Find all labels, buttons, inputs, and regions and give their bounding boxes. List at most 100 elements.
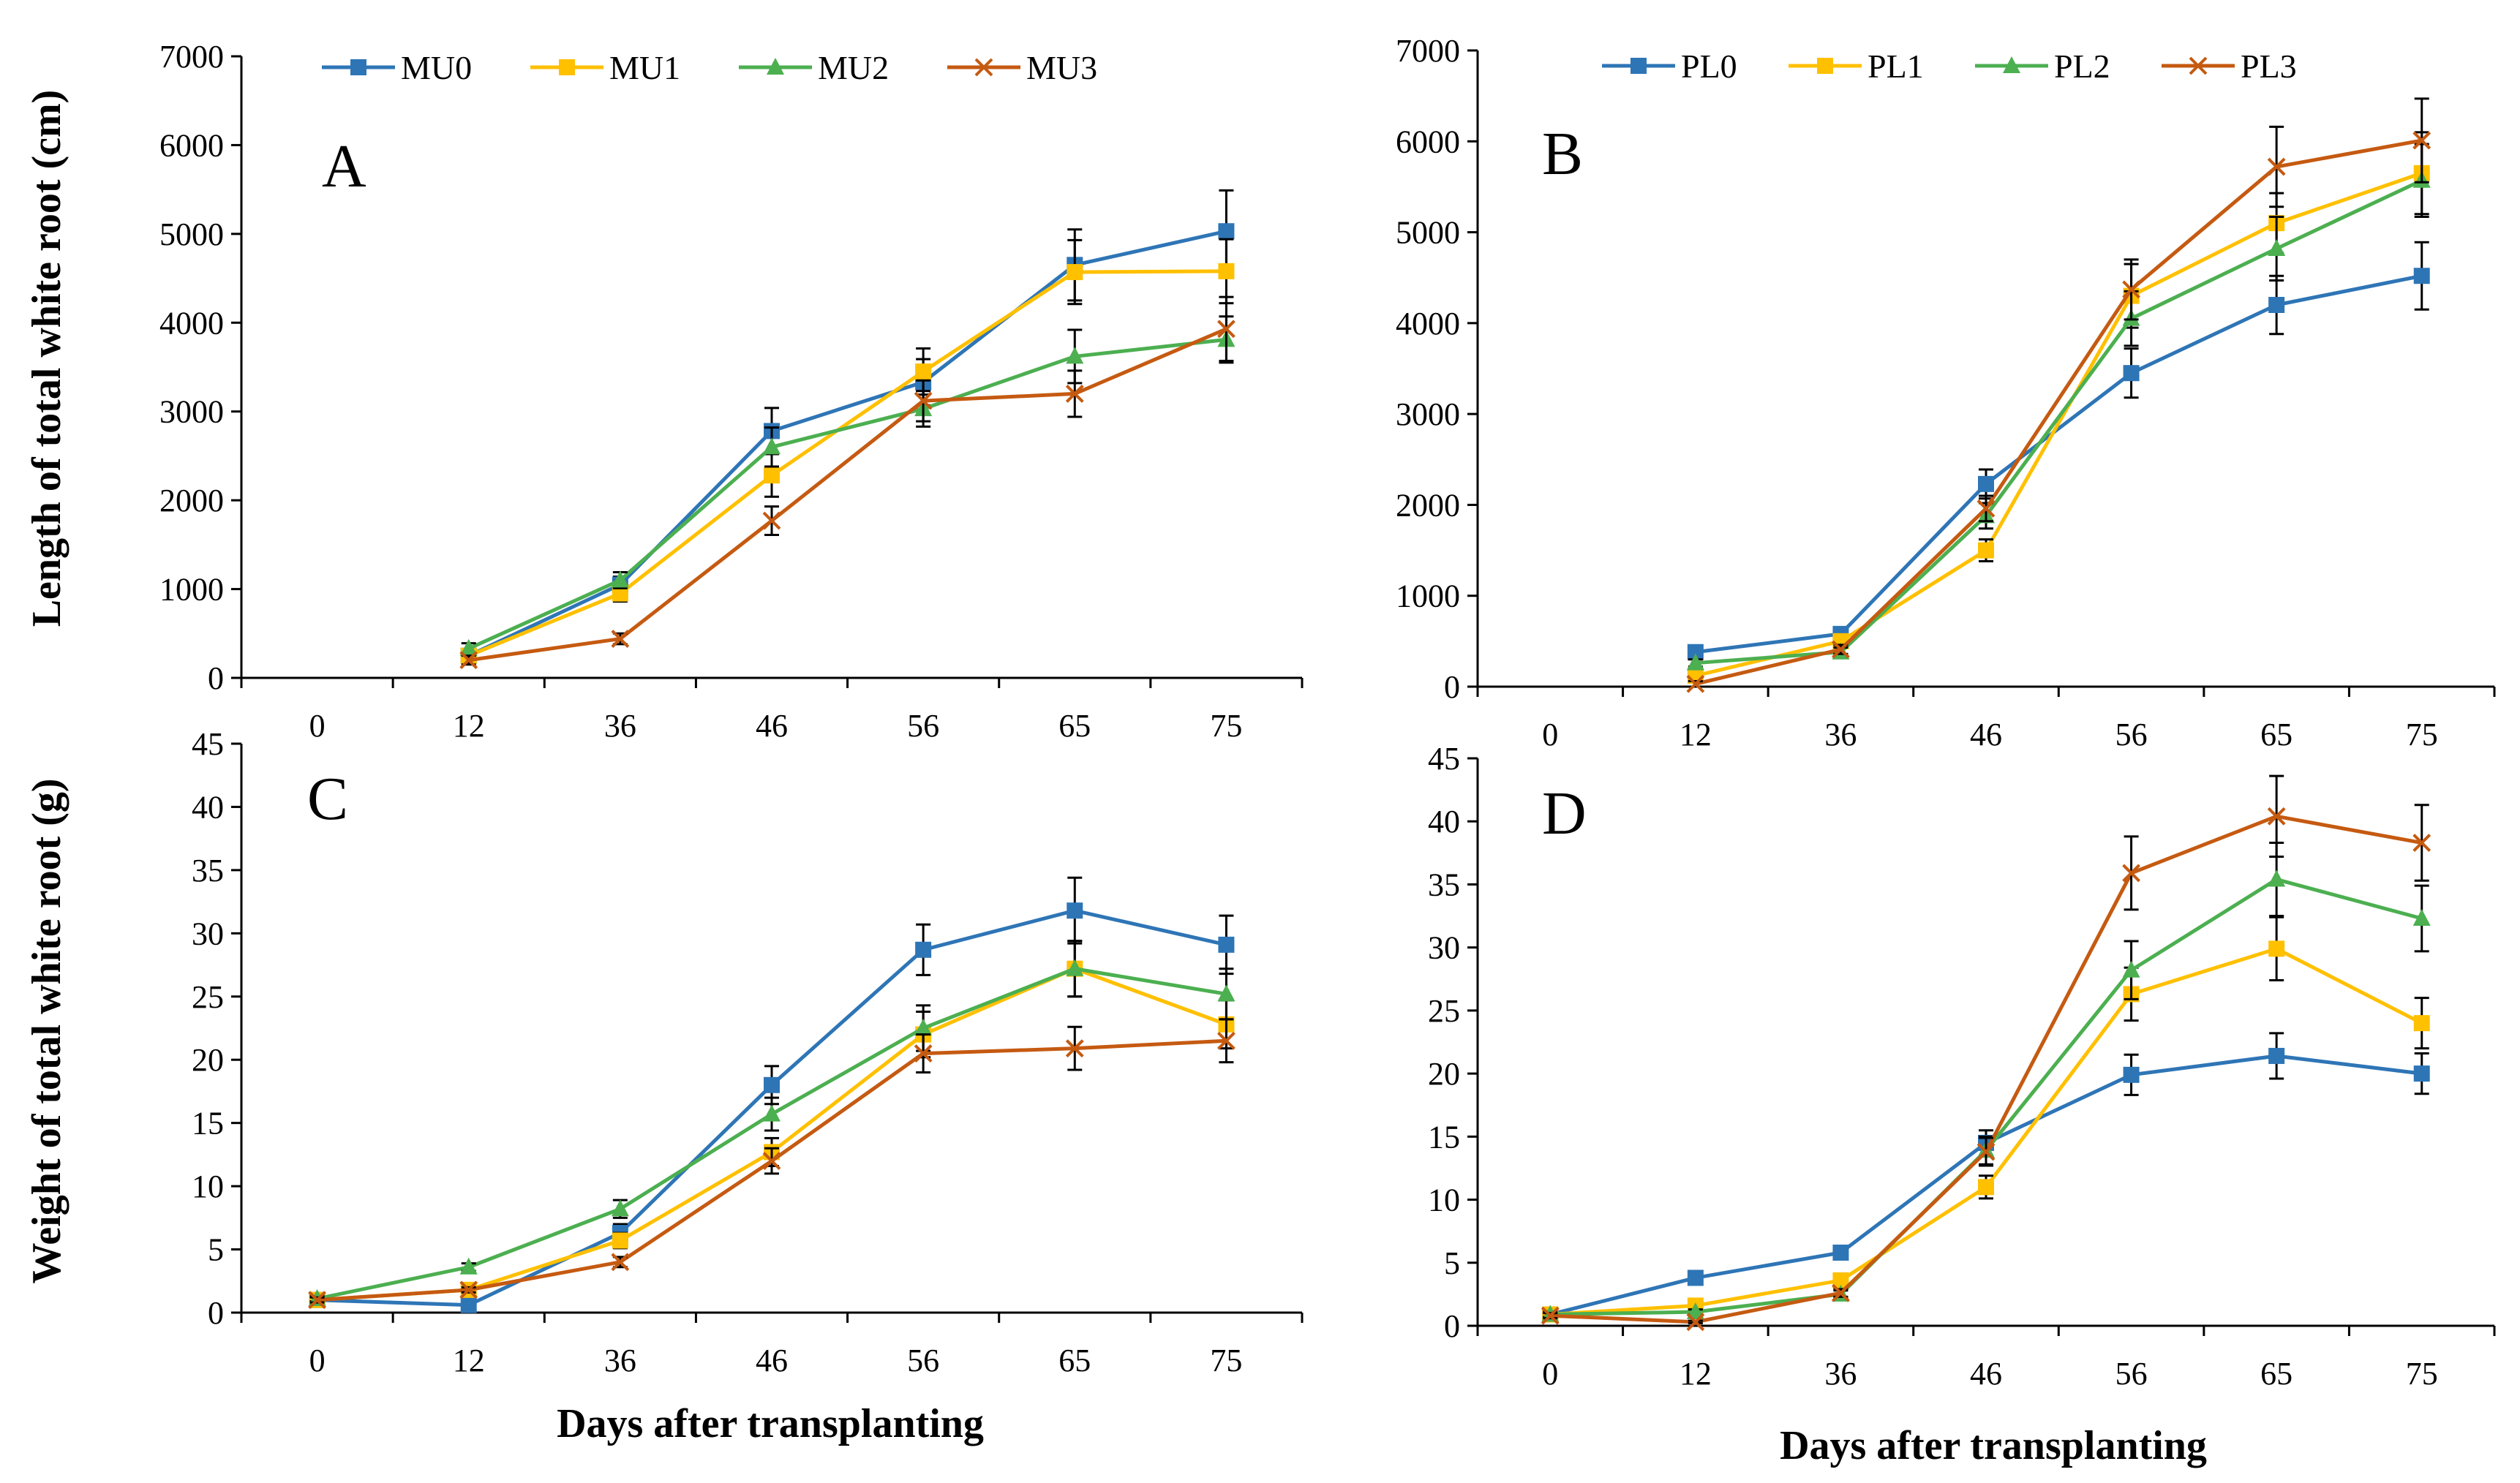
legend-label: PL2 [2054,48,2110,85]
x-tick-label: 65 [2260,1356,2293,1392]
legend-label: MU1 [609,49,680,86]
data-point-PL3 [2267,807,2286,826]
y-tick-label: 5000 [1396,215,1460,251]
data-point-MU3 [459,1280,478,1299]
legend-label: MU2 [818,49,889,86]
y-tick-label: 5 [208,1232,224,1268]
series-line-PL1 [1695,171,2423,678]
series-line-MU0 [467,229,1227,657]
data-point-PL3 [2412,834,2431,852]
x-tick-label: 75 [2406,717,2438,752]
legend-marker [350,59,366,75]
legend-marker [1631,58,1647,74]
y-tick-label: 6000 [1396,124,1460,159]
chart-panel-D: 0 5 10 15 20 25 30 35 40 45 0 12 36 46 56 65 75 D [1428,741,2496,1392]
x-tick-label: 65 [1058,1343,1091,1378]
data-point-PL2 [1686,653,1704,671]
data-point-MU1 [612,1232,628,1249]
y-axis-label-top: Length of total white root (cm) [24,90,69,627]
x-tick-label: 75 [1210,708,1242,744]
data-point-MU3 [914,1044,933,1063]
data-point-MU2 [611,1199,629,1217]
series-PL0 [1542,1032,2430,1323]
data-point-PL2 [2268,869,2286,887]
y-tick-label: 4000 [1396,306,1460,341]
x-tick-label: 0 [1542,717,1558,752]
data-point-PL0 [2413,268,2430,284]
legend-marker [2003,56,2020,73]
legend: MU0 MU1 MU2 MU3 [322,49,1097,86]
y-tick-label: 7000 [159,39,224,75]
data-point-MU2 [1066,959,1084,976]
chart-panel-B: 0 1000 2000 3000 4000 5000 6000 7000 0 12 36 46 56 65… [1396,33,2496,752]
y-tick-label: 30 [192,916,224,951]
legend-label: PL0 [1681,48,1737,85]
legend-label: PL1 [1868,48,1924,85]
data-point-PL0 [1687,1269,1704,1286]
y-tick-label: 40 [1428,804,1460,839]
data-point-PL3 [1686,674,1705,693]
series-line-MU1 [467,269,1227,657]
data-point-MU3 [1217,1031,1235,1050]
data-point-PL3 [1686,1313,1705,1332]
data-point-PL3 [2122,280,2140,299]
panel-label: D [1542,780,1587,848]
legend-marker [767,58,784,75]
y-tick-label: 0 [1444,669,1460,705]
y-tick-label: 35 [1428,867,1460,902]
data-point-MU3 [611,1253,630,1272]
series-MU2 [308,940,1235,1306]
x-tick-label: 36 [1824,717,1857,752]
data-point-PL1 [1978,1179,1994,1196]
series-MU3 [308,1018,1235,1310]
data-point-PL0 [2268,1047,2285,1064]
panel-label: B [1542,120,1583,188]
y-tick-label: 15 [192,1106,224,1142]
data-point-PL1 [2268,940,2285,957]
y-tick-label: 0 [1444,1308,1460,1344]
x-tick-label: 12 [1680,717,1712,752]
y-tick-label: 20 [1428,1056,1460,1092]
legend-marker [1817,58,1833,74]
data-point-PL3 [1832,640,1850,659]
data-point-MU1 [612,585,628,602]
series-line-MU1 [317,967,1227,1302]
data-point-PL3 [1832,1283,1850,1302]
x-tick-label: 0 [1542,1356,1558,1392]
data-point-MU2 [1217,984,1235,1002]
y-tick-label: 2000 [159,483,224,518]
y-tick-label: 20 [192,1042,224,1078]
legend-marker [559,59,575,75]
series-line-MU2 [467,337,1227,651]
x-tick-label: 46 [756,708,788,744]
data-point-PL3 [1976,1142,1996,1161]
data-point-MU0 [764,1076,780,1093]
panel-label: A [322,132,366,200]
data-point-MU0 [1218,223,1235,240]
data-point-MU1 [915,363,932,380]
data-point-PL1 [1978,542,1994,559]
panel-label: C [307,765,348,833]
y-tick-label: 4000 [159,305,224,341]
series-PL2 [1541,842,2431,1322]
x-tick-label: 56 [907,1343,939,1378]
data-point-PL2 [2412,909,2431,927]
series-PL2 [1686,143,2431,671]
x-tick-label: 12 [1680,1356,1712,1392]
series-PL3 [1686,97,2431,693]
legend-marker [974,58,993,77]
data-point-PL0 [2123,1066,2140,1083]
data-point-PL0 [2268,297,2285,313]
legend-label: PL3 [2241,48,2297,85]
data-point-PL2 [2268,238,2286,256]
y-tick-label: 5 [1444,1245,1460,1281]
data-point-PL2 [1686,1302,1704,1320]
data-point-PL1 [1832,1272,1849,1288]
legend-label: MU3 [1026,49,1097,86]
y-tick-label: 3000 [1396,396,1460,432]
data-point-MU3 [914,391,933,410]
data-point-PL0 [2413,1065,2430,1082]
data-point-MU2 [611,570,629,588]
data-point-MU3 [308,1291,326,1310]
